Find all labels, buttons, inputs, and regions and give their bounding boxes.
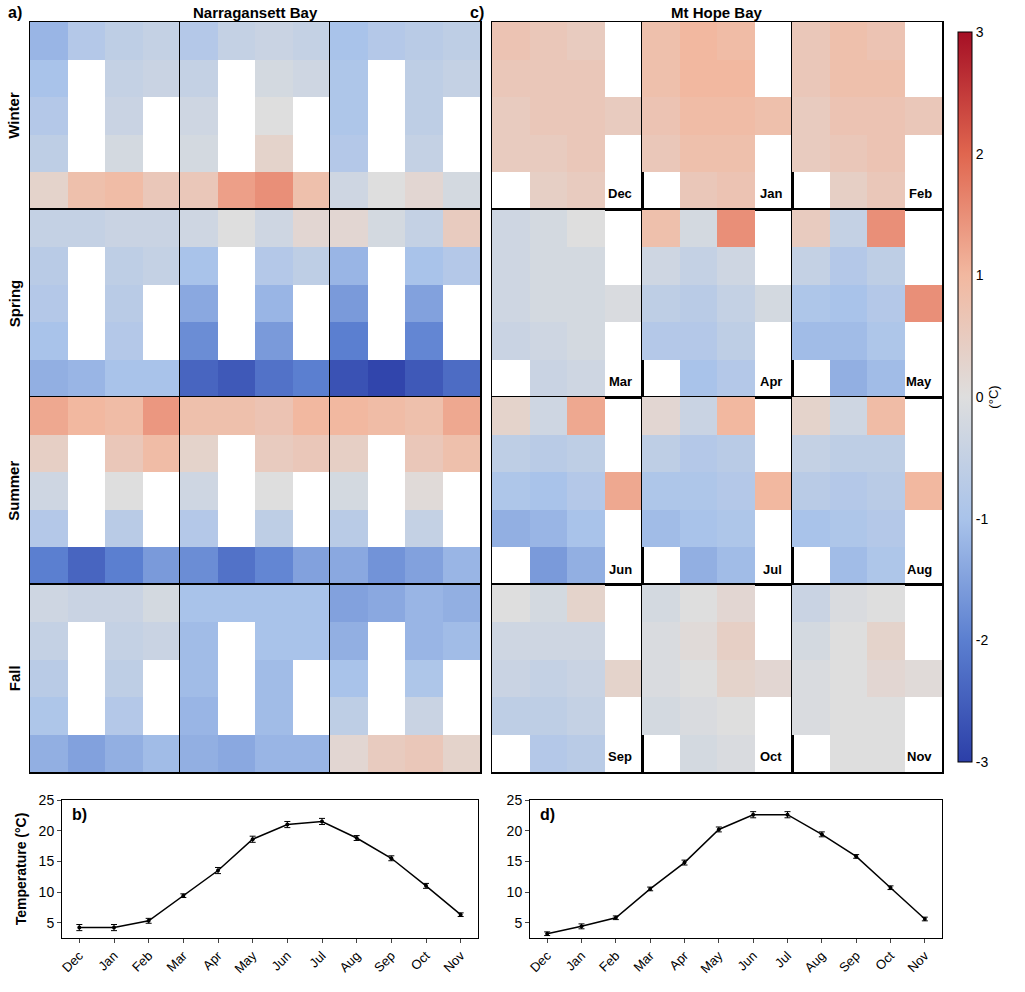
- svg-text:Jun: Jun: [734, 948, 759, 973]
- svg-text:a): a): [8, 4, 22, 21]
- svg-text:Narragansett Bay: Narragansett Bay: [193, 4, 318, 21]
- svg-text:Dec: Dec: [527, 948, 554, 975]
- svg-text:Aug: Aug: [336, 948, 363, 975]
- svg-text:Sep: Sep: [608, 749, 632, 764]
- svg-text:Apr: Apr: [666, 948, 691, 973]
- svg-text:2: 2: [976, 146, 984, 162]
- svg-text:Nov: Nov: [907, 749, 932, 764]
- svg-text:0: 0: [976, 389, 984, 405]
- svg-text:Dec: Dec: [59, 948, 86, 975]
- svg-text:May: May: [698, 948, 726, 976]
- svg-text:Sep: Sep: [836, 948, 863, 975]
- svg-text:Apr: Apr: [760, 374, 782, 389]
- svg-text:10: 10: [39, 884, 55, 900]
- svg-text:(°C): (°C): [986, 385, 1001, 408]
- svg-text:Jul: Jul: [772, 948, 794, 970]
- svg-text:10: 10: [507, 884, 523, 900]
- svg-text:Feb: Feb: [596, 948, 622, 974]
- svg-text:Jan: Jan: [95, 948, 120, 973]
- svg-text:Fall: Fall: [6, 665, 23, 691]
- svg-text:20: 20: [507, 823, 523, 839]
- svg-text:Temperature (°C): Temperature (°C): [13, 813, 29, 926]
- svg-text:Feb: Feb: [129, 948, 155, 974]
- svg-text:20: 20: [39, 823, 55, 839]
- svg-text:b): b): [72, 806, 87, 823]
- svg-text:Summer: Summer: [5, 461, 22, 521]
- svg-text:25: 25: [507, 792, 523, 808]
- svg-text:d): d): [540, 806, 555, 823]
- svg-text:Jan: Jan: [563, 948, 588, 973]
- svg-text:Spring: Spring: [6, 280, 23, 328]
- svg-text:Mar: Mar: [164, 948, 191, 975]
- svg-text:Sep: Sep: [371, 948, 398, 975]
- svg-text:Mar: Mar: [630, 948, 657, 975]
- svg-text:-3: -3: [976, 754, 989, 770]
- svg-text:-2: -2: [976, 632, 989, 648]
- svg-text:Oct: Oct: [872, 948, 897, 973]
- svg-text:3: 3: [976, 24, 984, 40]
- svg-text:Nov: Nov: [905, 948, 932, 975]
- svg-text:Jul: Jul: [763, 562, 782, 577]
- svg-text:Jun: Jun: [269, 948, 294, 973]
- svg-text:5: 5: [514, 915, 522, 931]
- svg-text:Dec: Dec: [608, 186, 632, 201]
- svg-text:Nov: Nov: [440, 948, 467, 975]
- svg-text:Apr: Apr: [200, 948, 225, 973]
- svg-text:Jun: Jun: [609, 562, 632, 577]
- svg-text:-1: -1: [976, 511, 989, 527]
- svg-text:Jul: Jul: [306, 948, 328, 970]
- svg-text:15: 15: [39, 853, 55, 869]
- svg-text:Winter: Winter: [5, 92, 22, 139]
- svg-text:May: May: [906, 374, 932, 389]
- svg-text:May: May: [231, 948, 259, 976]
- svg-text:25: 25: [39, 792, 55, 808]
- svg-text:Aug: Aug: [907, 562, 932, 577]
- svg-text:Mt Hope Bay: Mt Hope Bay: [671, 4, 763, 21]
- svg-text:Aug: Aug: [802, 948, 829, 975]
- svg-text:Mar: Mar: [609, 374, 632, 389]
- svg-text:Jan: Jan: [760, 186, 782, 201]
- svg-text:Oct: Oct: [408, 948, 433, 973]
- svg-text:5: 5: [46, 915, 54, 931]
- svg-text:1: 1: [976, 267, 984, 283]
- svg-text:Oct: Oct: [760, 749, 782, 764]
- svg-text:Feb: Feb: [909, 186, 932, 201]
- svg-text:c): c): [470, 4, 484, 21]
- svg-text:15: 15: [507, 853, 523, 869]
